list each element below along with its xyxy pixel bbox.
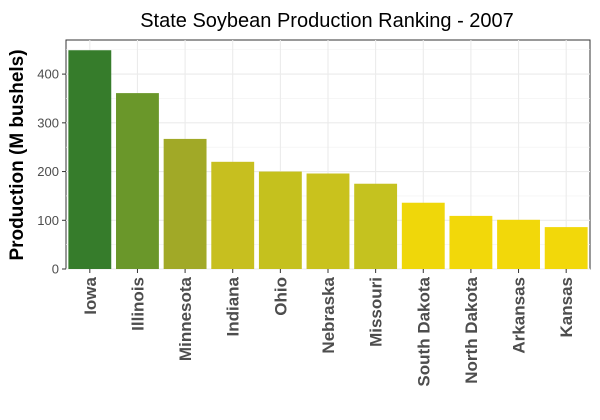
x-tick-label: Ohio: [271, 277, 290, 316]
x-tick-label: Illinois: [128, 277, 147, 331]
x-tick-label: South Dakota: [414, 276, 433, 386]
y-tick-label: 400: [37, 67, 59, 82]
bars: [68, 50, 588, 269]
x-tick-label: Arkansas: [510, 277, 529, 354]
x-tick-label: Indiana: [224, 276, 243, 336]
x-tick-label: Nebraska: [319, 276, 338, 353]
bar-missouri: [354, 183, 398, 269]
y-tick-label: 300: [37, 115, 59, 130]
y-axis-ticks: 0 100 200 300 400: [37, 67, 66, 277]
y-tick-label: 100: [37, 213, 59, 228]
bar-nebraska: [306, 173, 350, 269]
y-tick-label: 200: [37, 164, 59, 179]
bar-minnesota: [163, 138, 207, 269]
bar-indiana: [211, 161, 255, 269]
bar-iowa: [68, 50, 112, 269]
bar-south-dakota: [401, 202, 445, 269]
chart-title: State Soybean Production Ranking - 2007: [140, 10, 514, 32]
x-tick-label: Missouri: [367, 277, 386, 347]
bar-ohio: [258, 171, 302, 269]
bar-arkansas: [497, 219, 540, 269]
bar-north-dakota: [449, 215, 493, 269]
x-tick-label: Iowa: [81, 276, 100, 314]
bar-illinois: [116, 93, 159, 269]
x-tick-label: Minnesota: [176, 276, 195, 361]
x-axis-ticks: Iowa Illinois Minnesota Indiana Ohio Nebraska…: [81, 269, 576, 387]
x-tick-label: North Dakota: [462, 276, 481, 383]
x-tick-label: Kansas: [557, 277, 576, 337]
bar-kansas: [544, 227, 588, 269]
y-axis-label: Production (M bushels): [7, 49, 28, 260]
y-tick-label: 0: [52, 262, 59, 277]
